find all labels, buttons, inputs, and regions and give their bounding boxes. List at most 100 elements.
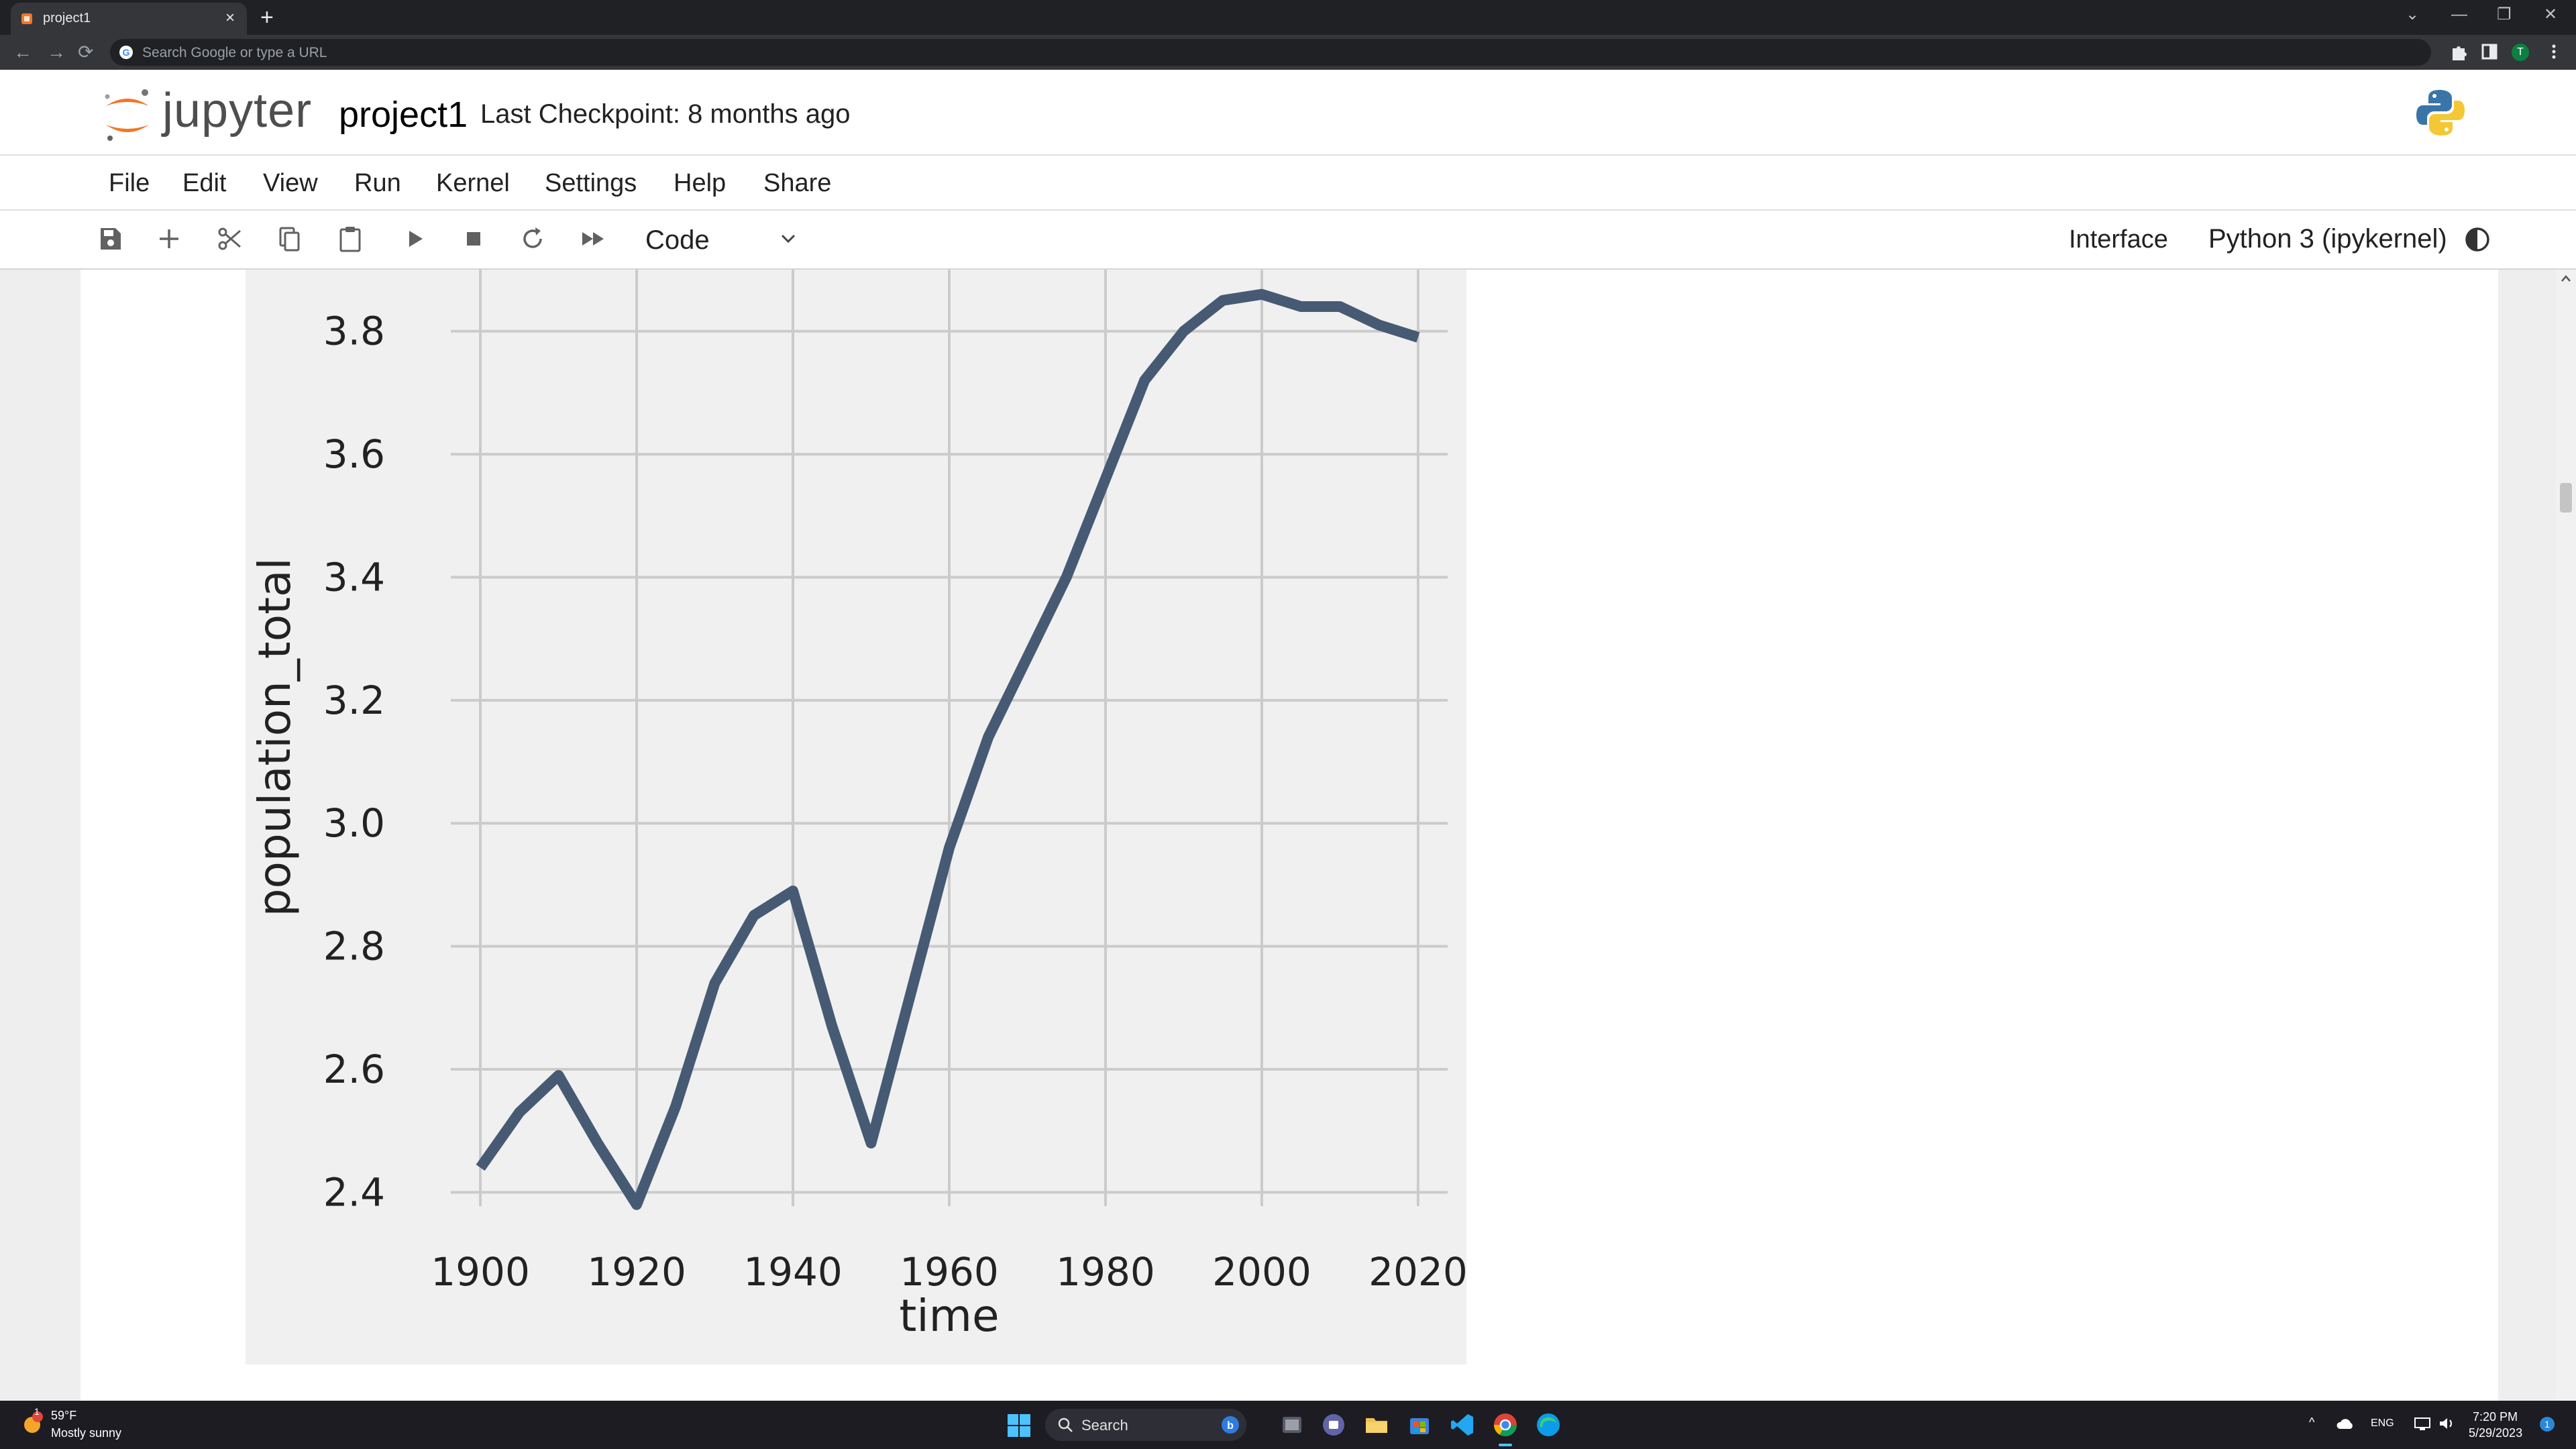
menu-view[interactable]: View bbox=[263, 169, 318, 197]
tab-search-chevron-icon[interactable]: ⌄ bbox=[2406, 5, 2420, 23]
jupyter-logo-text: jupyter bbox=[162, 84, 313, 138]
svg-text:b: b bbox=[1227, 1420, 1234, 1432]
menu-settings[interactable]: Settings bbox=[545, 169, 637, 197]
cell-type-value: Code bbox=[645, 225, 710, 255]
kernel-name-button[interactable]: Python 3 (ipykernel) bbox=[2208, 224, 2447, 254]
profile-avatar[interactable]: T bbox=[2512, 44, 2529, 61]
menu-file[interactable]: File bbox=[109, 169, 150, 197]
notebook-scrollbar[interactable] bbox=[2556, 270, 2576, 1401]
scrollbar-thumb[interactable] bbox=[2560, 483, 2572, 513]
menu-edit[interactable]: Edit bbox=[182, 169, 227, 197]
network-icon[interactable] bbox=[2414, 1415, 2432, 1432]
chart-ticks: 1900 1920 1940 1960 1980 2000 2020 2.4 2.6 2.8 3.0… bbox=[323, 309, 1466, 1295]
y-tick-label: 3.4 bbox=[323, 554, 385, 600]
cut-icon[interactable] bbox=[215, 224, 244, 254]
tab-close-icon[interactable]: × bbox=[225, 9, 235, 27]
chart-grid bbox=[451, 270, 1448, 1206]
chrome-icon[interactable] bbox=[1492, 1411, 1519, 1438]
edge-icon[interactable] bbox=[1535, 1411, 1562, 1438]
menu-help[interactable]: Help bbox=[674, 169, 727, 197]
tray-overflow-icon[interactable]: ^ bbox=[2309, 1415, 2315, 1429]
omnibox-placeholder: Search Google or type a URL bbox=[142, 45, 327, 60]
y-tick-label: 3.0 bbox=[323, 800, 385, 846]
run-icon[interactable] bbox=[400, 224, 429, 254]
notebook-toolbar: Code Interface Python 3 (ipykernel) bbox=[0, 211, 2576, 270]
x-tick-label: 2000 bbox=[1212, 1249, 1311, 1295]
last-checkpoint: Last Checkpoint: 8 months ago bbox=[480, 99, 851, 129]
output-line-chart: 1900 1920 1940 1960 1980 2000 2020 2.4 2.6 2.8 3.0… bbox=[246, 270, 1466, 1364]
weather-temperature: 59°F bbox=[51, 1409, 77, 1422]
language-indicator[interactable]: ENG bbox=[2371, 1417, 2394, 1429]
taskbar-search-label: Search bbox=[1081, 1417, 1128, 1434]
minimize-icon[interactable]: — bbox=[2451, 5, 2467, 23]
jupyter-logo[interactable]: jupyter bbox=[101, 83, 329, 144]
teams-icon[interactable] bbox=[1320, 1411, 1347, 1438]
browser-toolbar: ← → ⟳ G Search Google or type a URL T bbox=[0, 35, 2576, 70]
population-line bbox=[476, 288, 1420, 1210]
y-tick-label: 3.8 bbox=[323, 309, 385, 354]
weather-sun-icon[interactable] bbox=[19, 1410, 46, 1437]
menu-share[interactable]: Share bbox=[763, 169, 832, 197]
onedrive-cloud-icon[interactable] bbox=[2336, 1417, 2355, 1430]
python-logo-icon bbox=[2416, 90, 2465, 136]
y-tick-label: 3.2 bbox=[323, 678, 385, 723]
active-app-indicator bbox=[1499, 1444, 1512, 1446]
weather-badge: 1 bbox=[34, 1406, 40, 1417]
notification-icon[interactable]: 1 bbox=[2538, 1415, 2556, 1433]
close-window-icon[interactable]: ✕ bbox=[2544, 5, 2558, 23]
cell-type-select[interactable]: Code bbox=[645, 223, 806, 256]
volume-icon[interactable] bbox=[2438, 1415, 2457, 1432]
omnibox[interactable]: G Search Google or type a URL bbox=[110, 39, 2431, 66]
x-axis-label: time bbox=[899, 1290, 999, 1342]
notebook-title[interactable]: project1 bbox=[339, 95, 468, 135]
paste-icon[interactable] bbox=[335, 224, 365, 254]
y-tick-label: 3.6 bbox=[323, 431, 385, 477]
y-tick-label: 2.8 bbox=[323, 924, 385, 969]
side-panel-icon[interactable] bbox=[2479, 42, 2500, 62]
browser-tab-project1[interactable]: project1 × bbox=[11, 3, 247, 35]
forward-icon[interactable]: → bbox=[47, 42, 66, 62]
x-tick-label: 1940 bbox=[743, 1249, 843, 1295]
interface-switcher-button[interactable]: Interface bbox=[2069, 225, 2168, 254]
copy-icon[interactable] bbox=[275, 224, 305, 254]
add-cell-icon[interactable] bbox=[154, 224, 184, 254]
taskbar-search-box[interactable]: Search b bbox=[1045, 1409, 1246, 1441]
browser-tab-strip: project1 × + ⌄ — ❐ ✕ bbox=[0, 0, 2576, 35]
google-icon: G bbox=[119, 46, 133, 59]
x-tick-label: 1960 bbox=[900, 1249, 999, 1295]
search-icon bbox=[1058, 1417, 1073, 1432]
menu-kernel[interactable]: Kernel bbox=[436, 169, 510, 197]
chevron-down-icon bbox=[781, 234, 796, 244]
restart-icon[interactable] bbox=[518, 224, 547, 254]
restore-icon[interactable]: ❐ bbox=[2497, 5, 2512, 23]
reload-icon[interactable]: ⟳ bbox=[78, 42, 94, 62]
windows-start-icon[interactable] bbox=[1006, 1413, 1032, 1438]
weather-description: Mostly sunny bbox=[51, 1426, 122, 1440]
clock-date[interactable]: 5/29/2023 bbox=[2469, 1426, 2523, 1440]
jupyter-header: jupyter project1 Last Checkpoint: 8 mont… bbox=[0, 70, 2576, 156]
new-tab-button[interactable]: + bbox=[260, 5, 274, 30]
stop-icon[interactable] bbox=[459, 224, 488, 254]
x-tick-label: 1980 bbox=[1056, 1249, 1155, 1295]
save-icon[interactable] bbox=[95, 224, 125, 254]
svg-text:G: G bbox=[123, 47, 130, 58]
back-icon[interactable]: ← bbox=[13, 42, 32, 62]
store-icon[interactable] bbox=[1406, 1411, 1433, 1438]
x-tick-label: 1920 bbox=[587, 1249, 686, 1295]
extensions-puzzle-icon[interactable] bbox=[2449, 42, 2469, 62]
file-explorer-icon[interactable] bbox=[1363, 1411, 1390, 1438]
scroll-up-icon[interactable] bbox=[2560, 274, 2572, 283]
kebab-menu-icon[interactable] bbox=[2544, 42, 2564, 62]
bing-icon[interactable]: b bbox=[1221, 1415, 1240, 1434]
svg-text:1: 1 bbox=[2544, 1419, 2550, 1430]
run-all-icon[interactable] bbox=[578, 224, 608, 254]
task-view-icon[interactable] bbox=[1279, 1411, 1305, 1438]
vscode-icon[interactable] bbox=[1449, 1411, 1476, 1438]
y-axis-label: population_total bbox=[249, 557, 301, 916]
windows-taskbar: 1 59°F Mostly sunny Search b bbox=[0, 1401, 2576, 1449]
clock-time[interactable]: 7:20 PM bbox=[2473, 1410, 2518, 1424]
menu-run[interactable]: Run bbox=[354, 169, 401, 197]
x-tick-label: 1900 bbox=[431, 1249, 530, 1295]
chart-series bbox=[476, 288, 1420, 1210]
y-tick-label: 2.6 bbox=[323, 1046, 385, 1092]
